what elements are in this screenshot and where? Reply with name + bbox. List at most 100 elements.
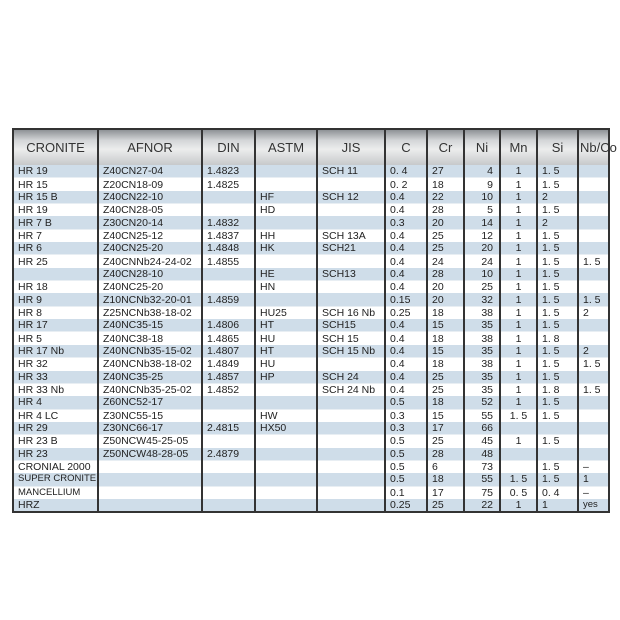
cell-afnor: Z40CN27-04 [97, 165, 203, 178]
cell-jis: SCH15 [316, 319, 386, 332]
cell-cr: 18 [426, 177, 465, 191]
cell-jis [316, 357, 386, 371]
cell-afnor: Z40CN25-12 [97, 229, 203, 243]
cell-c: 0.1 [384, 486, 428, 499]
cell-din: 1.4857 [201, 370, 256, 384]
cell-si: 1. 5 [536, 344, 579, 358]
cell-ni: 55 [463, 473, 501, 487]
cell-c: 0.4 [384, 280, 428, 294]
table-row: HR 19 Z40CN28-05 HD 0.4 28 5 1 1. 5 [12, 203, 610, 217]
cell-cr: 15 [426, 344, 465, 358]
cell-afnor [97, 473, 203, 487]
cell-nb [577, 216, 610, 230]
cell-astm [254, 293, 318, 307]
cell-mn: 1 [499, 177, 538, 191]
cell-din: 1.4849 [201, 357, 256, 371]
cell-nb: 2 [577, 344, 610, 358]
cell-cr: 17 [426, 421, 465, 435]
cell-cronite: HR 19 [12, 203, 99, 217]
cell-c: 0.4 [384, 344, 428, 358]
cell-cr: 20 [426, 280, 465, 294]
cell-ni: 12 [463, 229, 501, 243]
cell-c: 0.4 [384, 203, 428, 217]
cell-afnor [97, 460, 203, 474]
cell-afnor: Z40CN28-05 [97, 203, 203, 217]
cell-c: 0.3 [384, 409, 428, 422]
cell-jis: SCH 16 Nb [316, 306, 386, 320]
column-header-afnor: AFNOR [97, 129, 203, 165]
cell-nb: 1. 5 [577, 383, 610, 397]
table-row: HR 18 Z40NC25-20 HN 0.4 20 25 1 1. 5 [12, 280, 610, 294]
cell-cronite: HR 9 [12, 293, 99, 307]
cell-nb [577, 165, 610, 178]
cell-cronite: SUPER CRONITE [12, 473, 99, 487]
cell-nb [577, 242, 610, 255]
cell-si: 1. 5 [536, 460, 579, 474]
cell-din: 1.4865 [201, 331, 256, 345]
cell-cr: 28 [426, 267, 465, 281]
cell-cr: 18 [426, 331, 465, 345]
cell-cr: 18 [426, 306, 465, 320]
cell-c: 0.4 [384, 229, 428, 243]
cell-cr: 17 [426, 486, 465, 499]
cell-cr: 25 [426, 498, 465, 513]
column-header-cronite: CRONITE [12, 129, 99, 165]
cell-din: 1.4825 [201, 177, 256, 191]
cell-astm [254, 216, 318, 230]
cell-ni: 73 [463, 460, 501, 474]
column-header-si: Si [536, 129, 579, 165]
cell-astm: HU [254, 357, 318, 371]
cell-jis [316, 486, 386, 499]
cell-si: 1. 5 [536, 409, 579, 422]
cell-nb [577, 409, 610, 422]
cell-c: 0.4 [384, 331, 428, 345]
cell-cronite: HR 17 [12, 319, 99, 332]
cell-ni: 10 [463, 267, 501, 281]
cell-mn: 1. 5 [499, 473, 538, 487]
cell-nb: – [577, 486, 610, 499]
cell-mn: 1. 5 [499, 409, 538, 422]
cell-jis [316, 498, 386, 513]
cell-cronite: HR 7 B [12, 216, 99, 230]
cell-astm [254, 396, 318, 410]
cell-jis: SCH 15 [316, 331, 386, 345]
cell-mn: 1 [499, 165, 538, 178]
cell-nb [577, 434, 610, 448]
cell-ni: 10 [463, 190, 501, 204]
column-header-mn: Mn [499, 129, 538, 165]
cell-jis: SCH 12 [316, 190, 386, 204]
cell-ni: 5 [463, 203, 501, 217]
cell-ni: 35 [463, 344, 501, 358]
cell-jis: SCH 24 [316, 370, 386, 384]
cell-din [201, 460, 256, 474]
cell-jis: SCH 13A [316, 229, 386, 243]
cell-astm: HE [254, 267, 318, 281]
cell-nb: yes [577, 498, 610, 513]
cell-astm [254, 254, 318, 268]
cell-si: 1. 5 [536, 293, 579, 307]
cell-ni: 35 [463, 370, 501, 384]
table-row: HR 8 Z25NCNb38-18-02 HU25 SCH 16 Nb 0.25 18 38… [12, 306, 610, 320]
table-row: CRONIAL 2000 0.5 6 73 1. 5– [12, 460, 610, 474]
cell-cronite: HR 29 [12, 421, 99, 435]
cell-si: 1. 5 [536, 473, 579, 487]
cell-afnor [97, 498, 203, 513]
cell-jis: SCH 24 Nb [316, 383, 386, 397]
cell-si: 1. 5 [536, 434, 579, 448]
cell-cr: 18 [426, 357, 465, 371]
cell-ni: 35 [463, 383, 501, 397]
cell-c: 0.4 [384, 267, 428, 281]
cell-ni: 35 [463, 319, 501, 332]
cell-jis [316, 421, 386, 435]
cell-c: 0.4 [384, 242, 428, 255]
table-row: HR 15 B Z40CN22-10 HF SCH 12 0.4 22 10 1 2 [12, 190, 610, 204]
cell-nb: – [577, 460, 610, 474]
cell-afnor: Z30CN20-14 [97, 216, 203, 230]
cell-c: 0.4 [384, 190, 428, 204]
cell-c: 0.4 [384, 319, 428, 332]
column-header-cr: Cr [426, 129, 465, 165]
cell-c: 0.3 [384, 216, 428, 230]
table-row: HR 6 Z40CN25-20 1.4848 HK SCH21 0.4 25 20 1 1. 5 [12, 242, 610, 255]
cell-din [201, 190, 256, 204]
cell-astm [254, 434, 318, 448]
